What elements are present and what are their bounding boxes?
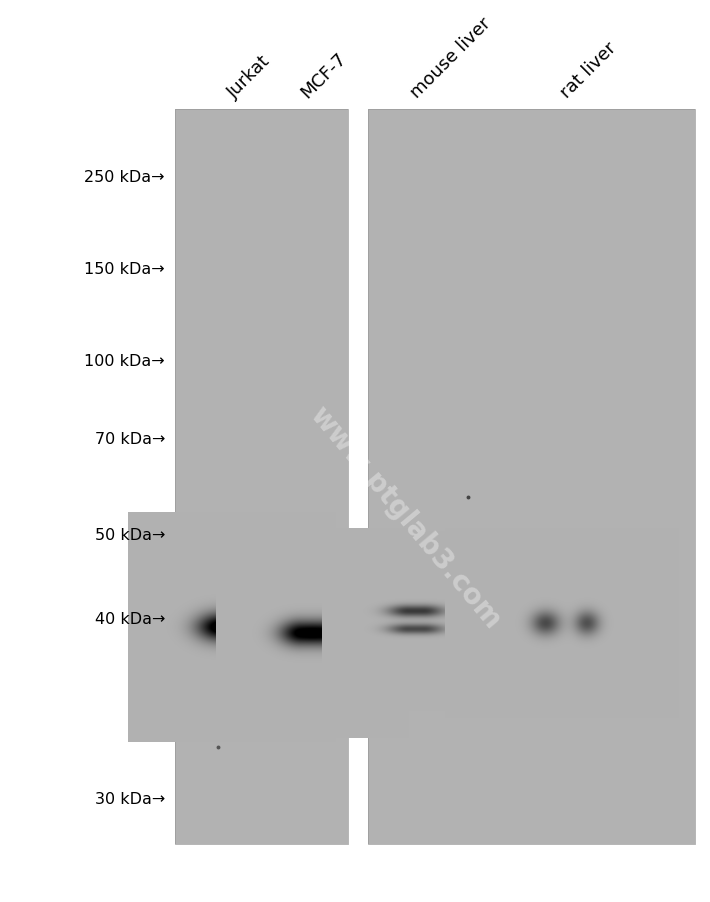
Text: 250 kDa→: 250 kDa→ bbox=[84, 170, 165, 185]
Text: 30 kDa→: 30 kDa→ bbox=[94, 792, 165, 806]
Text: www.ptglab3.com: www.ptglab3.com bbox=[304, 400, 506, 633]
Text: 70 kDa→: 70 kDa→ bbox=[94, 432, 165, 447]
Text: 40 kDa→: 40 kDa→ bbox=[94, 612, 165, 627]
Bar bbox=[368, 110, 695, 844]
Text: MCF-7: MCF-7 bbox=[297, 50, 350, 102]
Text: 150 kDa→: 150 kDa→ bbox=[84, 262, 165, 277]
Text: 100 kDa→: 100 kDa→ bbox=[84, 354, 165, 369]
Bar bbox=[368, 110, 695, 844]
Bar bbox=[175, 110, 348, 844]
Bar bbox=[175, 110, 348, 844]
Text: rat liver: rat liver bbox=[557, 39, 620, 102]
Text: 50 kDa→: 50 kDa→ bbox=[94, 528, 165, 543]
Text: Jurkat: Jurkat bbox=[224, 52, 274, 102]
Text: mouse liver: mouse liver bbox=[408, 14, 495, 102]
